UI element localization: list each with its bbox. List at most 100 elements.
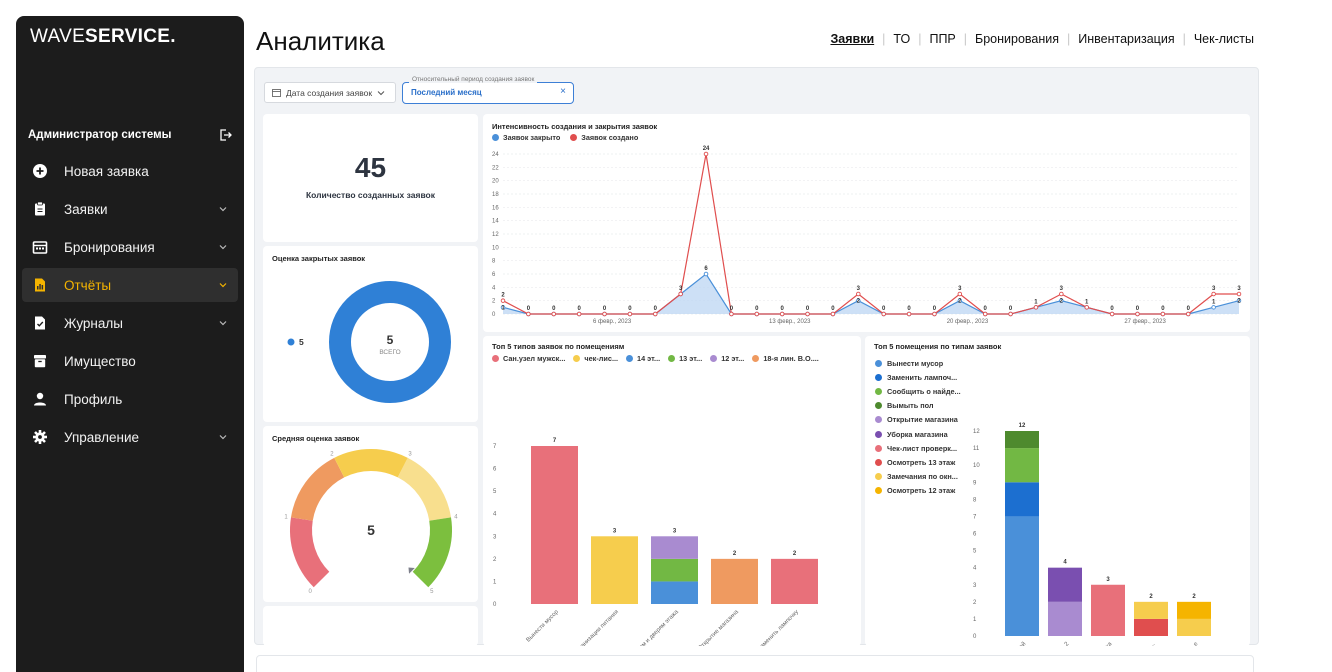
legend-created[interactable]: Заявок создано xyxy=(570,133,638,142)
chevron-down-icon[interactable] xyxy=(218,318,228,328)
tab-2[interactable]: ППР xyxy=(929,32,956,46)
page-title: Аналитика xyxy=(256,26,385,56)
top-rooms-legend-item[interactable]: Замечания по окн... xyxy=(875,470,961,484)
line-data-label: 0 xyxy=(1136,306,1140,312)
bar-y-tick: 8 xyxy=(973,497,977,503)
bar-total-label: 2 xyxy=(793,551,797,557)
top-types-legend-item[interactable]: 18-я лин. В.О.... xyxy=(752,354,819,363)
top-rooms-legend-item[interactable]: Вымыть пол xyxy=(875,399,961,413)
bar-segment xyxy=(1091,584,1125,636)
sidebar-item-0[interactable]: Новая заявка xyxy=(22,154,238,188)
line-data-label-closed: 2 xyxy=(857,299,861,305)
tab-separator: | xyxy=(882,32,886,46)
top-rooms-legend-item[interactable]: Осмотреть 12 этаж xyxy=(875,484,961,498)
legend-label: 18-я лин. В.О.... xyxy=(763,354,819,363)
line-y-tick: 24 xyxy=(492,152,499,158)
legend-dot xyxy=(492,355,499,362)
line-data-label-created: 3 xyxy=(1237,286,1241,292)
top-types-legend-item[interactable]: 13 эт... xyxy=(668,354,702,363)
top-types-legend-item[interactable]: Сан.узел мужск... xyxy=(492,354,565,363)
bar-segment xyxy=(651,558,698,582)
tab-4[interactable]: Инвентаризация xyxy=(1078,32,1175,46)
logout-icon[interactable] xyxy=(218,128,232,142)
tab-5[interactable]: Чек-листы xyxy=(1193,32,1254,46)
kpi-caption: Количество созданных заявок xyxy=(305,190,436,200)
series-line-0 xyxy=(502,273,1240,315)
intensity-legend: Заявок закрыто Заявок создано xyxy=(492,133,638,142)
top-rooms-legend-item[interactable]: Вынести мусор xyxy=(875,356,961,370)
top-rooms-legend-item[interactable]: Чек-лист проверк... xyxy=(875,441,961,455)
empty-card xyxy=(263,606,478,646)
period-select[interactable]: Относительный период создания заявок Пос… xyxy=(402,76,574,104)
logo[interactable]: WAVESERVICE. xyxy=(30,26,176,48)
user-row: Администратор системы xyxy=(28,128,232,142)
line-y-tick: 20 xyxy=(492,179,499,185)
bar-segment xyxy=(531,446,578,604)
line-data-label-created: 24 xyxy=(703,146,710,152)
gauge-value: 5 xyxy=(367,522,375,538)
top-rooms-legend-item[interactable]: Сообщить о найде... xyxy=(875,384,961,398)
tab-0[interactable]: Заявки xyxy=(830,32,875,46)
legend-dot xyxy=(875,473,882,481)
legend-label: Чек-лист проверк... xyxy=(887,443,958,453)
tab-1[interactable]: ТО xyxy=(893,32,911,46)
period-clear-button[interactable]: × xyxy=(560,86,566,97)
line-data-label: 0 xyxy=(781,306,785,312)
chevron-down-icon[interactable] xyxy=(218,204,228,214)
chevron-down-icon[interactable] xyxy=(218,280,228,290)
sidebar-item-3[interactable]: Отчёты xyxy=(22,268,238,302)
bar-segment xyxy=(1177,618,1211,636)
line-data-label: 0 xyxy=(552,306,556,312)
dates-filter-button[interactable]: Дата создания заявок xyxy=(264,82,396,103)
top-rooms-legend-item[interactable]: Уборка магазина xyxy=(875,427,961,441)
series-point-1 xyxy=(1084,305,1089,310)
legend-closed[interactable]: Заявок закрыто xyxy=(492,133,560,142)
sidebar-item-7[interactable]: Управление xyxy=(22,420,238,454)
bar-y-tick: 2 xyxy=(493,557,497,563)
bar-y-tick: 2 xyxy=(973,600,977,606)
series-point-1 xyxy=(830,311,836,317)
top-types-legend-item[interactable]: 14 эт... xyxy=(626,354,660,363)
gauge-segment xyxy=(397,457,452,522)
bar-y-tick: 12 xyxy=(973,429,980,435)
series-point-1 xyxy=(1033,305,1039,310)
donut-center-label: ВСЕГО xyxy=(379,349,400,356)
top-rooms-legend: Вынести мусор Заменить лампоч... Сообщить … xyxy=(875,356,961,498)
tab-separator: | xyxy=(918,32,922,46)
legend-label: Осмотреть 12 этаж xyxy=(887,486,956,496)
sidebar-item-6[interactable]: Профиль xyxy=(22,382,238,416)
chevron-down-icon[interactable] xyxy=(218,432,228,442)
top-types-title: Топ 5 типов заявок по помещениям xyxy=(492,342,625,351)
top-types-legend-item[interactable]: 12 эт... xyxy=(710,354,744,363)
bottom-panel xyxy=(256,655,1254,672)
line-y-tick: 0 xyxy=(492,312,496,318)
line-data-label: 1 xyxy=(1034,299,1038,305)
series-point-1 xyxy=(1135,311,1140,317)
series-point-1 xyxy=(1008,311,1013,317)
bar-category-label: ...ой xyxy=(1014,640,1027,646)
bar-total-label: 3 xyxy=(1106,577,1110,583)
sidebar-item-4[interactable]: Журналы xyxy=(22,306,238,340)
chevron-down-icon[interactable] xyxy=(218,242,228,252)
kpi-card: 45 Количество созданных заявок xyxy=(263,114,478,242)
sidebar-item-5[interactable]: Имущество xyxy=(22,344,238,378)
top-rooms-legend-item[interactable]: Заменить лампоч... xyxy=(875,370,961,384)
gauge-tick-label: 2 xyxy=(330,451,334,457)
line-data-label: 0 xyxy=(577,306,581,312)
line-data-label-created: 3 xyxy=(1060,286,1064,292)
top-types-legend-item[interactable]: чек-лис... xyxy=(573,354,618,363)
top-rooms-legend-item[interactable]: Осмотреть 13 этаж xyxy=(875,455,961,469)
top-rooms-card: Топ 5 помещения по типам заявок Вынести … xyxy=(865,336,1250,646)
series-point-1 xyxy=(1236,291,1242,297)
tab-separator: | xyxy=(1182,32,1186,46)
legend-label: 13 эт... xyxy=(679,354,703,363)
donut-center-value: 5 xyxy=(387,333,394,347)
tab-3[interactable]: Бронирования xyxy=(975,32,1060,46)
series-point-1 xyxy=(1211,291,1216,297)
chevron-down-icon xyxy=(377,90,385,95)
top-rooms-legend-item[interactable]: Открытие магазина xyxy=(875,413,961,427)
sidebar-item-1[interactable]: Заявки xyxy=(22,192,238,226)
sidebar-item-2[interactable]: Бронирования xyxy=(22,230,238,264)
intensity-title: Интенсивность создания и закрытия заявок xyxy=(492,122,658,131)
